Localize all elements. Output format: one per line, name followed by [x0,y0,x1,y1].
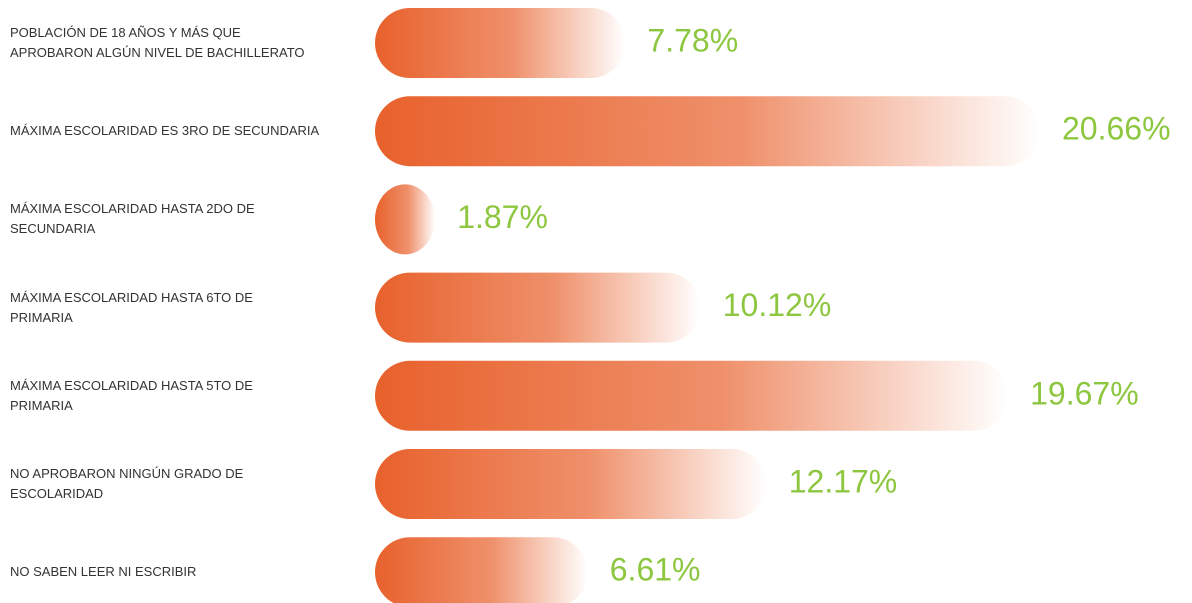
bar [375,8,626,78]
bar [375,449,767,519]
category-label: POBLACIÓN DE 18 AÑOS Y MÁS QUE APROBARON… [10,25,305,60]
value-label: 12.17% [789,463,898,499]
value-label: 6.61% [610,552,701,588]
category-label: MÁXIMA ESCOLARIDAD HASTA 5TO DE PRIMARIA [10,377,253,413]
category-label: NO SABEN LEER NI ESCRIBIR [10,564,197,580]
bar [375,96,1040,167]
value-label: 1.87% [457,199,548,235]
value-label: 20.66% [1062,111,1171,147]
value-label: 19.67% [1030,375,1139,411]
bar [375,537,588,603]
bar [375,184,436,255]
category-label: MÁXIMA ESCOLARIDAD HASTA 6TO DE PRIMARIA [10,289,253,325]
bar [375,272,701,343]
bar [375,360,1009,431]
value-label: 10.12% [723,287,832,323]
value-label: 7.78% [647,22,738,58]
category-label: MÁXIMA ESCOLARIDAD HASTA 2DO DE SECUNDAR… [10,201,255,237]
category-label: NO APROBARON NINGÚN GRADO DE ESCOLARIDAD [10,466,244,501]
category-label: MÁXIMA ESCOLARIDAD ES 3RO DE SECUNDARIA [10,123,320,139]
